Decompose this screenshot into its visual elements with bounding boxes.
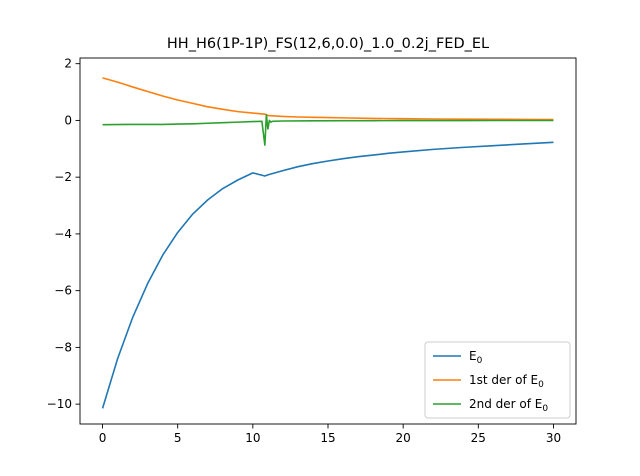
y-tick-label: 2 (64, 57, 72, 71)
legend: E0 1st der of E0 2nd der of E0 (424, 341, 571, 419)
x-tick-label: 5 (174, 431, 182, 445)
x-tick-label: 10 (245, 431, 260, 445)
series-1 (101, 141, 554, 409)
x-tick-label: 30 (546, 431, 561, 445)
y-tick-label: −10 (47, 397, 72, 411)
legend-label: 1st der of E0 (469, 373, 544, 390)
y-tick-label: −2 (54, 170, 72, 184)
y-tick-label: −4 (54, 227, 72, 241)
y-tick-label: −6 (54, 284, 72, 298)
x-tick-label: 15 (320, 431, 335, 445)
legend-item: E0 (433, 349, 483, 366)
x-axis: 0 5 10 15 20 25 30 (99, 424, 561, 445)
legend-label: 2nd der of E0 (469, 397, 548, 414)
series-2 (102, 77, 554, 121)
legend-item: 1st der of E0 (433, 373, 544, 390)
legend-label: E0 (469, 349, 483, 366)
series-line (102, 77, 554, 121)
series-line (102, 113, 554, 146)
y-tick-label: −8 (54, 340, 72, 354)
chart-title: HH_H6(1P-1P)_FS(12,6,0.0)_1.0_0.2j_FED_E… (167, 36, 489, 52)
legend-item: 2nd der of E0 (433, 397, 548, 414)
x-tick-label: 0 (99, 431, 107, 445)
x-tick-label: 25 (471, 431, 486, 445)
series-3 (102, 113, 554, 146)
y-tick-label: 0 (64, 113, 72, 127)
y-axis: −10 −8 −6 −4 −2 0 2 (47, 57, 80, 411)
legend-box (424, 341, 571, 419)
series-line (101, 141, 554, 409)
series-layer (101, 77, 554, 409)
x-tick-label: 20 (396, 431, 411, 445)
